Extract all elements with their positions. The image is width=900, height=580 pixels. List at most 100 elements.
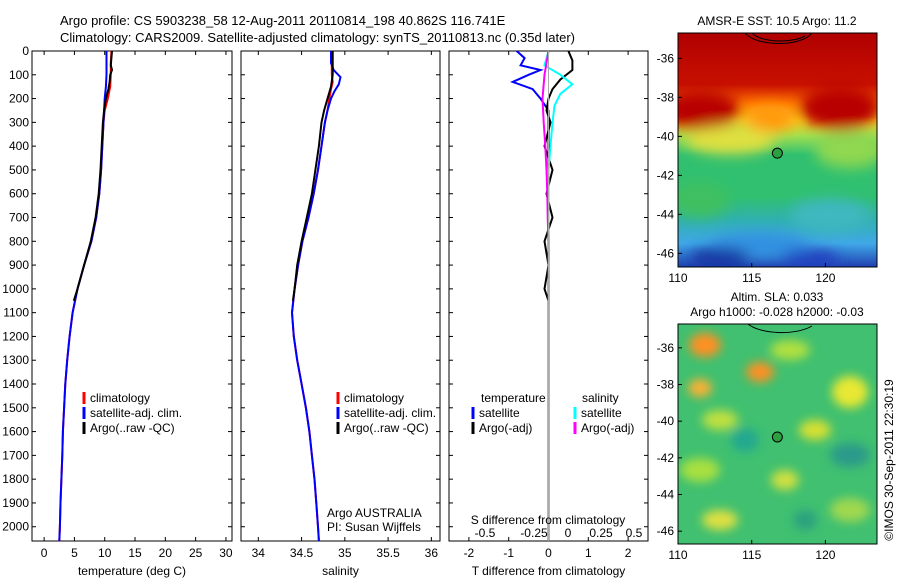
x-axis-label: T difference from climatology	[472, 564, 626, 578]
map-x-tick-label: 120	[815, 271, 835, 285]
legend-label: climatology	[344, 391, 404, 405]
s-difference-label: S difference from climatology	[471, 513, 626, 527]
x-axis-label: temperature (deg C)	[78, 564, 186, 578]
y-tick-label: 1100	[3, 306, 29, 320]
y-tick-label: 1200	[2, 329, 29, 343]
map-x-tick-label: 120	[815, 548, 835, 562]
sla-map-title-line-1: Altim. SLA: 0.033	[731, 290, 824, 304]
sla-map-title-line-2: Argo h1000: -0.028 h2000: -0.03	[690, 305, 864, 319]
salinity-annotation: PI: Susan Wijffels	[327, 520, 421, 534]
sla-map-frame	[677, 323, 878, 545]
sst-map-title: AMSR-E SST: 10.5 Argo: 11.2	[697, 14, 857, 28]
x-tick-label: 10	[98, 546, 112, 560]
y-tick-label: 300	[9, 115, 29, 129]
map-x-tick-label: 110	[668, 271, 687, 285]
x-tick-label: 36	[425, 546, 439, 560]
y-tick-label: 1900	[2, 496, 29, 510]
salinity-annotation: Argo AUSTRALIA	[327, 506, 422, 520]
s-tick-label: 0	[565, 526, 572, 540]
imos-credit: ©IMOS 30-Sep-2011 22:30:19	[882, 379, 896, 541]
legend-header-temperature: temperature	[481, 391, 546, 405]
map-y-tick-label: -44	[657, 488, 675, 502]
legend-label: satellite-adj. clim.	[90, 406, 182, 420]
x-tick-label: 0	[41, 546, 48, 560]
map-y-tick-label: -40	[657, 414, 675, 428]
x-tick-label: 20	[159, 546, 173, 560]
y-tick-label: 400	[9, 139, 29, 153]
y-tick-label: 500	[9, 163, 29, 177]
map-y-tick-label: -38	[657, 90, 675, 104]
y-tick-label: 1300	[2, 353, 29, 367]
legend-label: satellite	[581, 406, 622, 420]
x-tick-label: -1	[503, 546, 514, 560]
x-tick-label: 35.5	[376, 546, 400, 560]
x-tick-label: 2	[625, 546, 632, 560]
series-line	[291, 51, 334, 301]
x-tick-label: 34.5	[290, 546, 314, 560]
s-tick-label: 0.5	[626, 526, 643, 540]
map-y-tick-label: -36	[657, 341, 675, 355]
map-x-tick-label: 115	[742, 271, 761, 285]
y-tick-label: 1800	[2, 472, 29, 486]
y-tick-label: 800	[9, 234, 29, 248]
x-tick-label: 1	[585, 546, 592, 560]
x-tick-label: 25	[189, 546, 203, 560]
sst-map-axes: 110 115 120 -36 -38 -40 -42 -44 -46	[657, 51, 836, 285]
y-tick-label: 1400	[2, 377, 29, 391]
sst-map-frame	[677, 32, 878, 268]
y-tick-label: 100	[9, 68, 29, 82]
map-y-tick-label: -46	[657, 246, 675, 260]
map-x-tick-label: 110	[668, 548, 687, 562]
x-tick-label: 30	[219, 546, 233, 560]
series-line	[543, 50, 575, 541]
y-tick-label: 0	[22, 44, 29, 58]
sst-argo-position-marker	[771, 147, 783, 159]
y-tick-label: 1600	[2, 425, 29, 439]
y-tick-label: 1500	[2, 401, 29, 415]
s-tick-label: -0.5	[475, 526, 496, 540]
x-tick-label: -2	[464, 546, 475, 560]
sla-map-image	[678, 324, 877, 544]
legend-label: Argo(-adj)	[581, 421, 634, 435]
map-y-tick-label: -40	[657, 129, 675, 143]
x-tick-label: 15	[128, 546, 142, 560]
s-tick-label: 0.25	[589, 526, 613, 540]
series-line	[72, 50, 114, 302]
header-line-2: Climatology: CARS2009. Satellite-adjuste…	[60, 30, 575, 45]
salinity-plot-frame	[240, 50, 441, 542]
legend-label: Argo(..raw -QC)	[344, 421, 429, 435]
map-x-tick-label: 115	[742, 548, 761, 562]
sla-argo-position-marker	[771, 431, 783, 443]
map-y-tick-label: -36	[657, 51, 675, 65]
series-line	[543, 50, 574, 302]
temperature-plot-frame	[31, 50, 233, 542]
x-tick-label: 5	[71, 546, 78, 560]
map-y-tick-label: -38	[657, 378, 675, 392]
map-y-tick-label: -42	[657, 168, 675, 182]
s-tick-label: -0.25	[520, 526, 548, 540]
y-tick-label: 1700	[2, 448, 29, 462]
header-line-1: Argo profile: CS 5903238_58 12-Aug-2011 …	[60, 13, 506, 28]
y-tick-label: 2000	[2, 520, 29, 534]
y-tick-label: 200	[9, 92, 29, 106]
legend-label: Argo(-adj)	[479, 421, 532, 435]
legend-label: satellite-adj. clim.	[344, 406, 436, 420]
difference-plot: -2 -1 0 1 2 T difference from climatology -0.5…	[449, 50, 648, 578]
y-tick-label: 1000	[2, 282, 29, 296]
legend-label: climatology	[90, 391, 150, 405]
legend-header-salinity: salinity	[582, 391, 619, 405]
legend-label: Argo(..raw -QC)	[90, 421, 175, 435]
map-y-tick-label: -44	[657, 207, 675, 221]
map-y-tick-label: -46	[657, 524, 675, 538]
temperature-plot: 0 5 10 15 20 25 300100200300400500600700800900…	[2, 44, 233, 578]
x-tick-label: 35	[338, 546, 352, 560]
y-tick-label: 600	[9, 187, 29, 201]
sla-map-axes: 110 115 120 -36 -38 -40 -42 -44 -46	[657, 341, 836, 562]
salinity-plot: 34 34.5 35 35.5 36 salinity climatologysatelli…	[241, 50, 440, 578]
legend-label: satellite	[479, 406, 520, 420]
map-y-tick-label: -42	[657, 451, 675, 465]
y-tick-label: 900	[9, 258, 29, 272]
x-axis-label: salinity	[322, 564, 359, 578]
x-tick-label: 34	[252, 546, 266, 560]
